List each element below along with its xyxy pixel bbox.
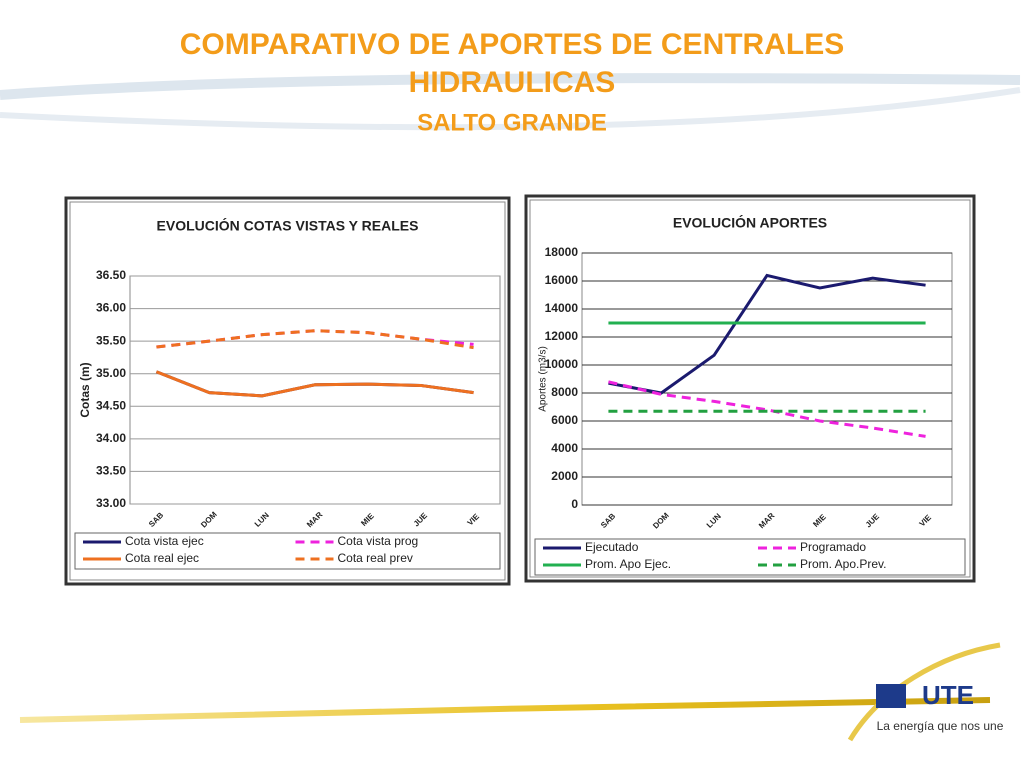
subtitle: SALTO GRANDE: [417, 109, 607, 136]
legend-label: Cota real prev: [338, 551, 413, 565]
legend-label: Prom. Apo.Prev.: [800, 557, 886, 571]
title: COMPARATIVO DE APORTES DE CENTRALES HIDRA…: [180, 28, 844, 99]
legend-label: Prom. Apo Ejec.: [585, 557, 671, 571]
y-tick-label: 4000: [551, 441, 578, 455]
y-tick-label: 36.50: [96, 268, 126, 282]
series-line: [156, 329, 474, 350]
swoosh: [847, 642, 1001, 742]
y-tick-label: 36.00: [96, 301, 126, 315]
logo-mark: [876, 684, 906, 708]
y-tick-label: 35.50: [96, 333, 126, 347]
chart-frame-inner: [529, 199, 971, 578]
y-tick-label: 14000: [545, 301, 579, 315]
y-tick-label: 34.00: [96, 431, 126, 445]
y-tick-label: 33.50: [96, 464, 126, 478]
title-part: COMPARATIVO DE APORTES DE CENTRALES: [180, 28, 844, 61]
legend-label: Ejecutado: [585, 540, 639, 554]
legend-label: Cota real ejec: [125, 551, 199, 565]
swoosh: [19, 697, 991, 723]
legend: [74, 532, 501, 570]
y-tick-label: 16000: [545, 273, 579, 287]
series-line: [155, 370, 474, 398]
swoosh: [0, 73, 1021, 100]
plot-area: [581, 252, 953, 506]
y-tick-label: 0: [571, 497, 578, 511]
y-tick-label: 35.00: [96, 366, 126, 380]
y-tick-label: 8000: [551, 385, 578, 399]
y-axis-label: Aportes (m3/s): [538, 346, 549, 412]
y-tick-label: 6000: [551, 413, 578, 427]
title-part: HIDRAULICAS: [409, 66, 616, 99]
chart-title: EVOLUCIÓN APORTES: [673, 214, 827, 231]
y-tick-label: 18000: [545, 245, 579, 259]
series-line: [608, 273, 926, 395]
logo-tagline: La energía que nos une: [877, 719, 1004, 733]
y-tick-label: 2000: [551, 469, 578, 483]
logo: UTE La energía que nos une: [876, 680, 1004, 733]
y-tick-label: 33.00: [96, 496, 126, 510]
y-tick-label: 12000: [545, 329, 579, 343]
legend-label: Programado: [800, 540, 866, 554]
chart-frame-inner: [69, 201, 506, 581]
legend-label: Cota vista prog: [338, 534, 419, 548]
legend-label: Cota vista ejec: [125, 534, 204, 548]
y-axis-label: Cotas (m): [78, 362, 92, 417]
legend: [534, 538, 966, 576]
y-tick-label: 34.50: [96, 398, 126, 412]
y-tick-label: 10000: [545, 357, 579, 371]
swoosh: [0, 87, 1021, 131]
chart-title: EVOLUCIÓN COTAS VISTAS Y REALES: [157, 217, 419, 234]
logo-brand: UTE: [922, 680, 974, 710]
